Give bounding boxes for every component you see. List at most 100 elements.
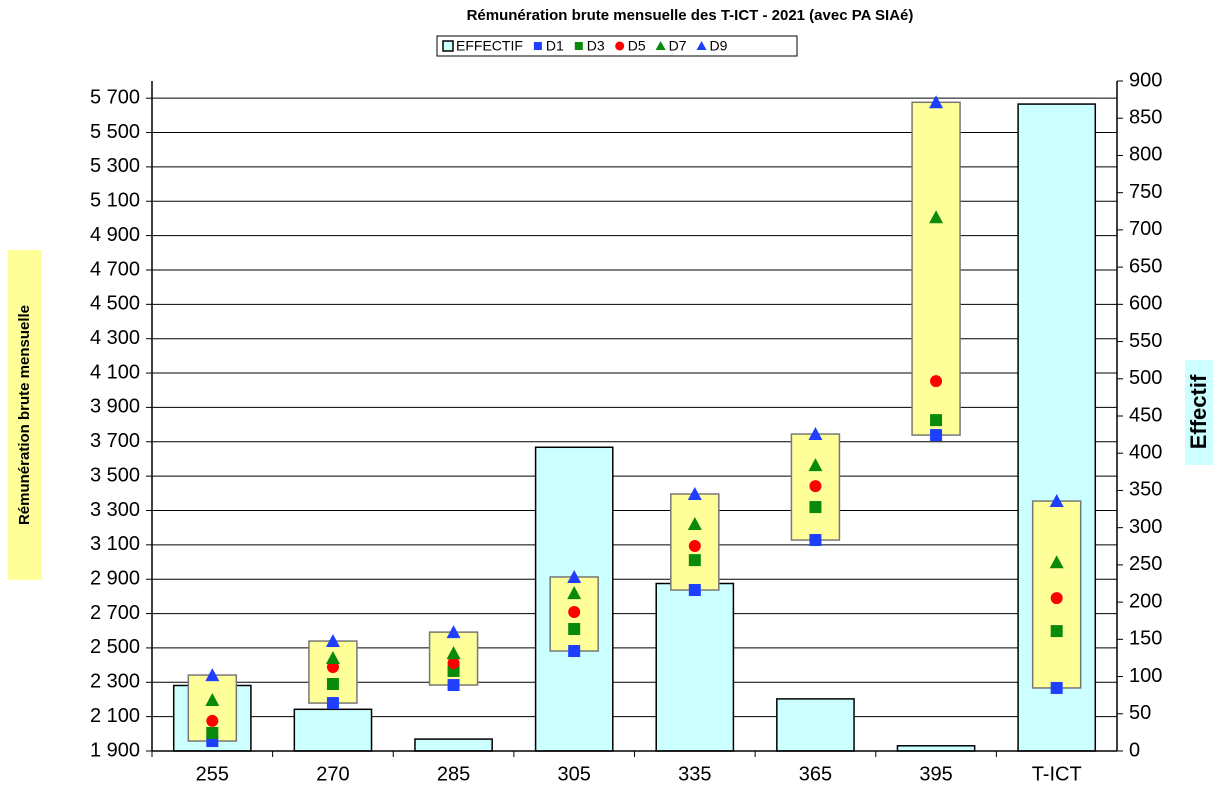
- marker: [930, 375, 943, 388]
- legend-swatch: [615, 41, 625, 51]
- legend-swatch: [442, 40, 454, 52]
- marker: [1050, 592, 1063, 605]
- bar: [414, 738, 493, 752]
- y2-tick-label: 750: [1129, 181, 1162, 203]
- legend-label: D5: [628, 38, 646, 54]
- y2-tick-label: 300: [1129, 516, 1162, 538]
- marker: [688, 540, 701, 553]
- marker: [930, 429, 943, 442]
- marker: [567, 586, 582, 600]
- marker: [809, 501, 822, 514]
- bar: [293, 708, 373, 752]
- y-tick-label: 3 100: [90, 533, 140, 555]
- marker: [568, 645, 581, 658]
- y2-tick-label: 550: [1129, 330, 1162, 352]
- legend-swatch: [574, 42, 583, 50]
- marker: [326, 697, 339, 710]
- legend-swatch: [533, 42, 542, 50]
- y-tick-label: 2 100: [90, 705, 140, 727]
- bar: [776, 698, 855, 752]
- y-tick-label: 5 100: [90, 190, 140, 212]
- marker: [326, 678, 339, 690]
- y2-tick-label: 200: [1129, 590, 1162, 612]
- y-tick-label: 5 500: [90, 121, 140, 143]
- x-tick-label: 305: [558, 763, 591, 785]
- y-tick-label: 3 300: [90, 499, 140, 521]
- marker: [929, 95, 944, 109]
- y-tick-label: 4 500: [90, 293, 140, 315]
- y2-axis-label: Effectif: [1186, 374, 1211, 449]
- marker: [688, 584, 701, 597]
- y-tick-label: 3 700: [90, 430, 140, 452]
- marker: [325, 634, 340, 648]
- y2-label-bg: [1185, 360, 1213, 465]
- y2-tick-label: 350: [1129, 479, 1162, 501]
- marker: [809, 534, 822, 547]
- y2-tick-label: 650: [1129, 255, 1162, 277]
- bar: [655, 582, 735, 752]
- y2-tick-label: 850: [1129, 107, 1162, 129]
- y2-tick-label: 250: [1129, 553, 1162, 575]
- marker: [568, 623, 581, 636]
- marker: [687, 486, 702, 500]
- y-tick-label: 3 900: [90, 396, 140, 418]
- marker: [205, 692, 220, 706]
- x-tick-label: 285: [437, 763, 470, 785]
- legend-label: D9: [710, 38, 728, 54]
- y2-tick-label: 700: [1129, 218, 1162, 240]
- marker: [688, 554, 701, 567]
- marker: [206, 714, 219, 727]
- x-tick-label: 255: [196, 763, 229, 785]
- legend-swatch: [696, 41, 707, 50]
- marker: [687, 517, 702, 531]
- marker: [808, 427, 823, 441]
- marker: [1049, 494, 1064, 508]
- y2-tick-label: 900: [1129, 69, 1162, 91]
- marker: [929, 210, 944, 224]
- y-tick-label: 4 300: [90, 327, 140, 349]
- y-tick-label: 5 300: [90, 155, 140, 177]
- y2-tick-label: 150: [1129, 628, 1162, 650]
- y-tick-label: 2 900: [90, 567, 140, 589]
- y2-tick-label: 0: [1129, 739, 1140, 761]
- y-tick-label: 3 500: [90, 464, 140, 486]
- y-tick-label: 4 100: [90, 361, 140, 383]
- x-tick-label: 270: [316, 763, 349, 785]
- marker: [447, 679, 460, 692]
- y2-tick-label: 100: [1129, 665, 1162, 687]
- y-label-bg: [8, 250, 42, 580]
- y-tick-label: 5 700: [90, 86, 140, 108]
- y-tick-label: 2 700: [90, 602, 140, 624]
- x-tick-label: 395: [919, 763, 952, 785]
- marker: [930, 414, 943, 427]
- legend-label: D3: [587, 38, 605, 54]
- marker: [446, 646, 461, 660]
- marker: [446, 625, 461, 639]
- marker: [325, 651, 340, 665]
- y2-tick-label: 500: [1129, 367, 1162, 389]
- y2-tick-label: 600: [1129, 293, 1162, 315]
- legend-label: EFFECTIF: [456, 38, 523, 54]
- y-tick-label: 2 500: [90, 636, 140, 658]
- y-tick-label: 2 300: [90, 671, 140, 693]
- legend: EFFECTIF D1 D3 D5 D7 D9: [442, 38, 728, 54]
- legend-label: D1: [546, 38, 564, 54]
- x-tick-label: 365: [799, 763, 832, 785]
- marker: [1050, 681, 1063, 694]
- x-tick-label: T-ICT: [1032, 763, 1082, 785]
- marker: [808, 458, 823, 472]
- y2-tick-label: 450: [1129, 404, 1162, 426]
- marker: [206, 726, 219, 739]
- y2-tick-label: 400: [1129, 442, 1162, 464]
- x-tick-label: 335: [678, 763, 711, 785]
- legend-label: D7: [669, 38, 687, 54]
- y2-tick-label: 800: [1129, 144, 1162, 166]
- marker: [809, 480, 822, 493]
- y-tick-label: 4 700: [90, 258, 140, 280]
- marker: [1050, 625, 1063, 638]
- y-tick-label: 1 900: [90, 739, 140, 761]
- chart-title: Rémunération brute mensuelle des T-ICT -…: [467, 7, 914, 24]
- y-tick-label: 4 900: [90, 224, 140, 246]
- marker: [205, 668, 220, 682]
